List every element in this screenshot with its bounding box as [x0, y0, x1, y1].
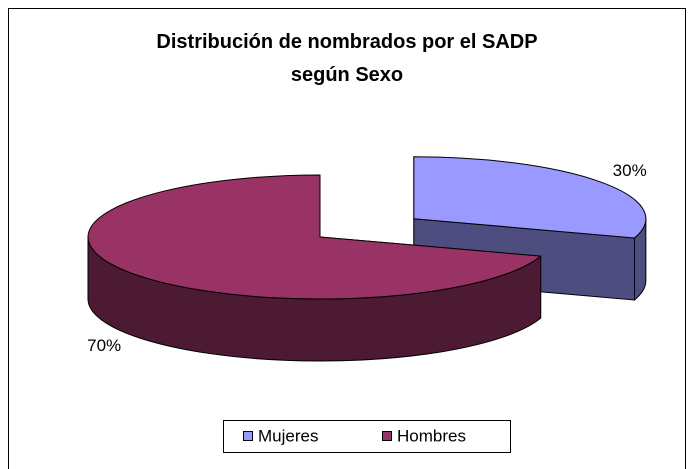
slice-top — [87, 174, 542, 300]
legend-swatch — [243, 431, 253, 441]
legend — [223, 420, 511, 453]
data-label: 30% — [613, 161, 647, 180]
legend-label: Mujeres — [258, 426, 318, 445]
slice-top — [413, 156, 647, 239]
legend-items: Mujeres Hombres — [243, 426, 466, 445]
pie: 30% 70% — [87, 156, 647, 362]
chart-title: Distribución de nombrados por el SADP se… — [156, 31, 538, 86]
legend-swatch — [382, 431, 392, 441]
data-label: 70% — [87, 336, 121, 355]
legend-label: Hombres — [397, 426, 466, 445]
